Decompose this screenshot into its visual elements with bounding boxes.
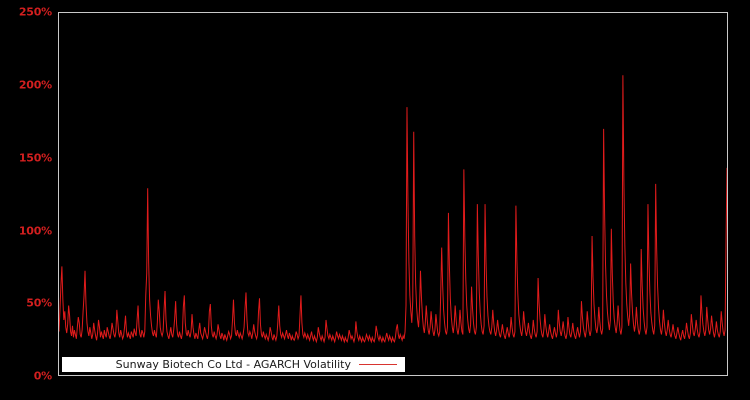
y-axis-tick-label: 0% (33, 369, 52, 383)
legend-series-label: Sunway Biotech Co Ltd - AGARCH Volatilit… (115, 358, 351, 371)
legend-line-swatch (359, 364, 397, 365)
y-axis-tick-150: 150% (19, 153, 52, 164)
y-axis-tick-50: 50% (26, 298, 52, 309)
volatility-series-line (59, 75, 727, 341)
volatility-series-svg (59, 13, 727, 375)
y-axis-tick-label: 50% (26, 296, 52, 310)
plot-area (58, 12, 728, 376)
y-axis-tick-label: 250% (18, 5, 52, 19)
y-axis-tick-0: 0% (34, 371, 52, 382)
y-axis-tick-250: 250% (19, 7, 52, 18)
chart-legend: Sunway Biotech Co Ltd - AGARCH Volatilit… (62, 357, 405, 372)
y-axis-tick-label: 200% (18, 78, 52, 92)
y-axis-tick-label: 150% (18, 151, 52, 165)
y-axis-tick-label: 100% (18, 224, 52, 238)
y-axis-tick-200: 200% (19, 80, 52, 91)
y-axis-tick-100: 100% (19, 226, 52, 237)
